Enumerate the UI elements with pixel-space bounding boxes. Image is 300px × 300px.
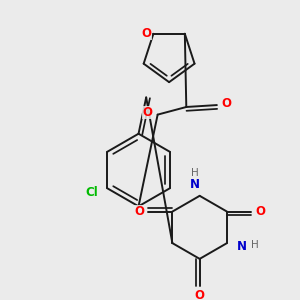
Text: O: O (195, 289, 205, 300)
Text: O: O (134, 205, 144, 218)
Text: O: O (142, 106, 152, 119)
Text: O: O (221, 97, 231, 110)
Text: H: H (251, 240, 259, 250)
Text: Cl: Cl (85, 185, 98, 199)
Text: N: N (237, 240, 247, 254)
Text: O: O (255, 205, 266, 218)
Text: O: O (142, 27, 152, 40)
Text: H: H (191, 168, 199, 178)
Text: N: N (190, 178, 200, 191)
